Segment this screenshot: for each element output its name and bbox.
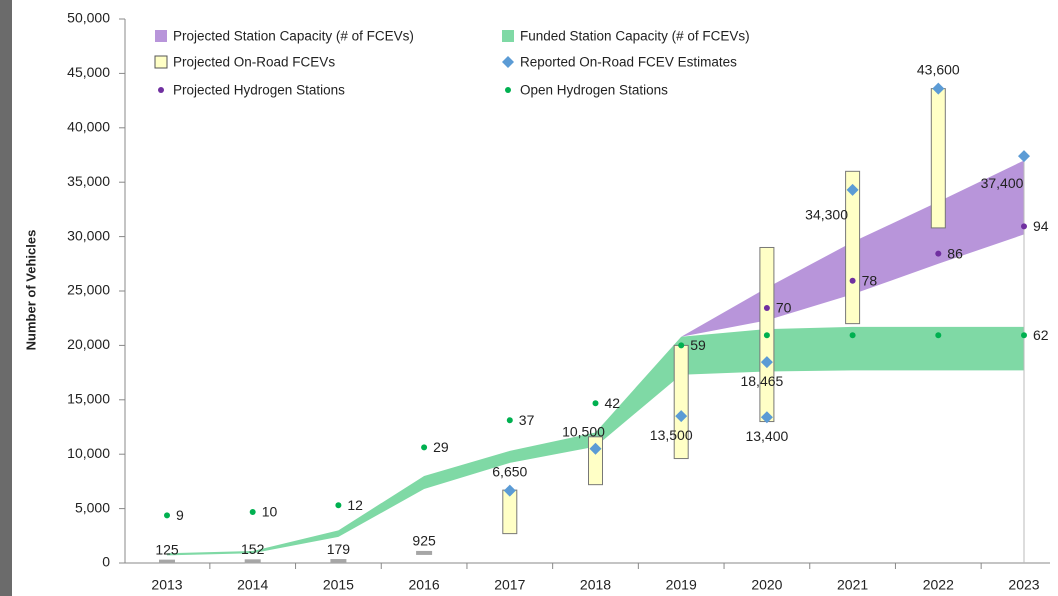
early-count: [244, 559, 261, 564]
reported-label: 18,465: [740, 373, 783, 389]
reported-diamond: [846, 183, 859, 196]
station-label: 29: [433, 439, 449, 455]
onroad-range: [930, 88, 946, 229]
legend-swatch: [502, 56, 514, 68]
station-dot: [849, 332, 856, 339]
reported-label: 37,400: [981, 175, 1024, 191]
y-axis-label: Number of Vehicles: [23, 230, 38, 351]
station-dot: [935, 250, 942, 257]
x-tick-label: 2020: [751, 577, 782, 593]
legend-swatch: [505, 87, 511, 93]
legend-swatch: [502, 30, 514, 42]
x-tick-label: 2018: [580, 577, 611, 593]
early-count: [416, 550, 433, 555]
legend-label: Projected Station Capacity (# of FCEVs): [173, 29, 414, 44]
station-dot: [421, 444, 428, 451]
early-count: [330, 559, 347, 564]
station-dot: [592, 400, 599, 407]
y-tick-label: 40,000: [67, 119, 110, 135]
station-label: 12: [347, 497, 363, 513]
x-tick-label: 2013: [151, 577, 182, 593]
early-label: 925: [412, 533, 436, 549]
y-tick-label: 35,000: [67, 173, 110, 189]
side-strip: [0, 0, 12, 596]
station-dot: [1021, 223, 1027, 230]
onroad-range: [845, 170, 861, 325]
station-label: 70: [776, 300, 792, 316]
station-label: 62: [1033, 327, 1049, 343]
station-label: 10: [262, 504, 278, 520]
reported-label: 13,500: [650, 427, 693, 443]
x-tick-label: 2014: [237, 577, 268, 593]
reported-diamond: [675, 410, 688, 423]
reported-label: 13,400: [745, 428, 788, 444]
station-label: 9: [176, 507, 184, 523]
station-dot: [678, 342, 685, 349]
legend-label: Open Hydrogen Stations: [520, 83, 668, 98]
station-dot: [935, 332, 942, 339]
station-dot: [335, 502, 342, 509]
station-dot: [849, 277, 856, 284]
y-tick-label: 15,000: [67, 391, 110, 407]
x-tick-label: 2021: [837, 577, 868, 593]
x-tick-label: 2023: [1008, 577, 1039, 593]
early-label: 152: [241, 541, 265, 557]
station-dot: [249, 509, 256, 515]
station-label: 94: [1033, 218, 1049, 234]
y-tick-label: 50,000: [67, 10, 110, 26]
y-tick-label: 20,000: [67, 336, 110, 352]
legend-label: Projected Hydrogen Stations: [173, 83, 345, 98]
y-tick-label: 25,000: [67, 282, 110, 298]
x-tick-label: 2016: [409, 577, 440, 593]
station-label: 37: [519, 412, 535, 428]
x-tick-label: 2017: [494, 577, 525, 593]
station-dot: [1021, 332, 1027, 339]
x-tick-label: 2019: [666, 577, 697, 593]
station-dot: [763, 332, 770, 339]
y-tick-label: 0: [102, 554, 110, 570]
x-tick-label: 2022: [923, 577, 954, 593]
legend-label: Projected On-Road FCEVs: [173, 55, 335, 70]
reported-diamond: [932, 82, 945, 95]
legend-swatch: [155, 30, 167, 42]
reported-label: 10,500: [562, 423, 605, 439]
y-tick-label: 45,000: [67, 64, 110, 80]
reported-label: 43,600: [917, 61, 960, 77]
early-label: 179: [327, 541, 351, 557]
station-label: 78: [862, 273, 878, 289]
station-label: 42: [605, 395, 621, 411]
station-dot: [763, 305, 770, 311]
reported-label: 34,300: [805, 207, 848, 223]
station-label: 59: [690, 337, 706, 353]
reported-diamond: [760, 356, 773, 369]
reported-diamond: [503, 484, 516, 497]
x-tick-label: 2015: [323, 577, 354, 593]
early-count: [159, 559, 175, 564]
legend-swatch: [154, 55, 168, 69]
legend-label: Funded Station Capacity (# of FCEVs): [520, 29, 750, 44]
legend-label: Reported On-Road FCEV Estimates: [520, 55, 737, 70]
reported-diamond: [760, 411, 773, 424]
station-label: 86: [947, 245, 963, 261]
reported-diamond: [1018, 150, 1030, 163]
reported-diamond: [589, 442, 602, 455]
y-tick-label: 5,000: [75, 499, 110, 515]
station-dot: [164, 512, 170, 519]
station-dot: [506, 417, 513, 424]
early-label: 125: [155, 541, 179, 557]
y-tick-label: 10,000: [67, 445, 110, 461]
reported-label: 6,650: [492, 463, 527, 479]
legend-swatch: [158, 87, 164, 93]
y-tick-label: 30,000: [67, 227, 110, 243]
legend: Projected Station Capacity (# of FCEVs) F…: [154, 29, 750, 98]
